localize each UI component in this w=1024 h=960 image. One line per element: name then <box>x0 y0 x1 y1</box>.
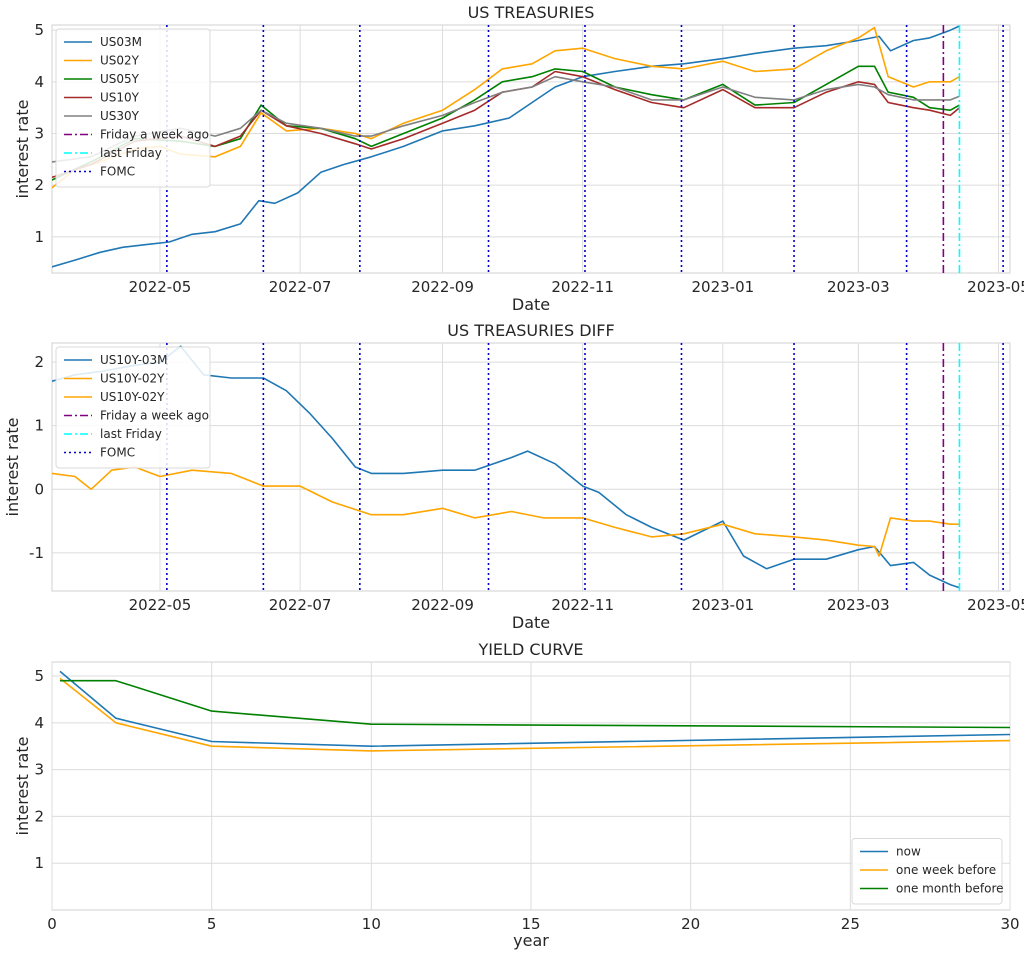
y-tick-label: 4 <box>34 73 44 91</box>
legend-label: one week before <box>896 863 996 877</box>
y-tick-label: 5 <box>34 667 44 685</box>
x-tick-label: 2023-05 <box>967 596 1024 614</box>
y-tick-label: 3 <box>34 761 44 779</box>
legend-label: US30Y <box>100 109 140 123</box>
x-tick-label: 2022-07 <box>269 278 332 296</box>
x-tick-label: 2023-03 <box>827 278 890 296</box>
legend-label: US10Y-02Y <box>100 372 165 386</box>
x-tick-label: 30 <box>1000 915 1019 933</box>
x-tick-label: 2022-07 <box>269 596 332 614</box>
legend-label: FOMC <box>100 165 135 179</box>
y-tick-label: 4 <box>34 714 44 732</box>
legend-label: US03M <box>100 35 142 49</box>
y-tick-label: 3 <box>34 125 44 143</box>
x-tick-label: 2022-11 <box>551 278 614 296</box>
y-tick-label: 2 <box>34 176 44 194</box>
series-line-one-month-before <box>60 679 1010 729</box>
x-axis-label: Date <box>512 613 550 632</box>
y-axis-label: interest rate <box>3 418 22 517</box>
legend-box <box>851 838 1003 905</box>
y-tick-label: -1 <box>29 544 44 562</box>
legend-label: Friday a week ago <box>100 128 209 142</box>
x-tick-label: 2022-05 <box>129 596 192 614</box>
x-tick-label: 2022-05 <box>129 278 192 296</box>
y-tick-label: 1 <box>34 228 44 246</box>
chart-title: YIELD CURVE <box>477 640 583 659</box>
x-tick-label: 2023-01 <box>691 596 754 614</box>
x-tick-label: 2022-09 <box>411 278 474 296</box>
legend-label: US10Y-03M <box>100 353 168 367</box>
legend: US10Y-03M US10Y-02Y US10Y-02Y Friday a week… <box>55 346 211 469</box>
x-axis-label: Date <box>512 295 550 314</box>
legend: US03M US02Y US05Y US10Y US30Y Friday a week a… <box>55 28 211 188</box>
legend-box <box>55 346 211 469</box>
series-line-us05y <box>52 65 960 181</box>
y-tick-label: 0 <box>34 480 44 498</box>
data-layer <box>59 670 1010 752</box>
y-tick-label: 1 <box>34 854 44 872</box>
y-axis-label: interest rate <box>13 100 32 199</box>
x-tick-label: 2023-01 <box>691 278 754 296</box>
y-axis-label: interest rate <box>13 737 32 836</box>
y-tick-label: 2 <box>34 807 44 825</box>
x-tick-label: 2022-09 <box>411 596 474 614</box>
chart-1: 2022-05 2022-07 2022-09 2022-11 2023-01 2023-… <box>13 3 1024 314</box>
x-tick-label: 2023-03 <box>827 596 890 614</box>
legend-label: last Friday <box>100 146 162 160</box>
series-line-us03m <box>52 25 960 268</box>
legend-label: Friday a week ago <box>100 409 209 423</box>
x-axis-label: year <box>513 931 549 950</box>
chart-2: 2022-05 2022-07 2022-09 2022-11 2023-01 2023-… <box>3 321 1024 632</box>
x-tick-label: 5 <box>207 915 217 933</box>
x-tick-label: 2022-11 <box>551 596 614 614</box>
series-line-now <box>59 670 1010 747</box>
legend-label: US10Y-02Y <box>100 390 165 404</box>
legend-label: FOMC <box>100 446 135 460</box>
chart-3: 0 5 10 15 20 25 30 1 2 3 4 5 YIELD CURVE year interest… <box>13 640 1020 950</box>
chart-title: US TREASURIES <box>468 3 595 22</box>
y-tick-label: 2 <box>34 353 44 371</box>
x-tick-label: 0 <box>47 915 57 933</box>
x-tick-label: 15 <box>521 915 540 933</box>
series-line-us30y <box>52 75 960 163</box>
data-layer <box>52 343 1004 591</box>
legend-label: one month before <box>896 882 1004 896</box>
x-tick-label: 2023-05 <box>967 278 1024 296</box>
series-line-one-week-before <box>59 677 1010 752</box>
legend-label: last Friday <box>100 427 162 441</box>
legend-label: US10Y <box>100 91 140 105</box>
y-tick-label: 5 <box>34 21 44 39</box>
chart-title: US TREASURIES DIFF <box>447 321 614 340</box>
legend-box <box>55 28 211 188</box>
x-tick-label: 25 <box>841 915 860 933</box>
legend: now one week before one month before <box>851 838 1004 905</box>
legend-label: US05Y <box>100 72 140 86</box>
plot-area <box>51 342 1011 592</box>
series-line-us10y <box>52 70 961 179</box>
y-tick-label: 1 <box>34 417 44 435</box>
x-tick-label: 10 <box>362 915 381 933</box>
legend-label: now <box>896 845 921 859</box>
series-line-us10y-02y <box>52 466 960 557</box>
x-tick-label: 20 <box>681 915 700 933</box>
legend-label: US02Y <box>100 54 140 68</box>
